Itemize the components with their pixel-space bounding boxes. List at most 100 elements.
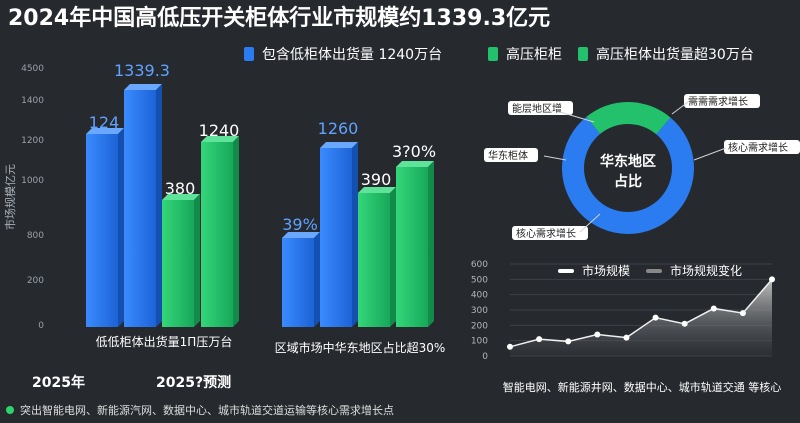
area-line: [509, 278, 773, 348]
donut-annotation: 华东柜体: [488, 149, 528, 162]
line-legend-label-2: 市场规规变化: [670, 264, 743, 278]
bar-top: [358, 187, 396, 193]
legend-swatch-green: [488, 47, 498, 61]
bar-value-label: 1260: [318, 119, 359, 138]
bar: [124, 90, 156, 327]
y-tick-label: 4500: [21, 64, 44, 74]
category-label: 低低柜体出货量1П压万台: [96, 334, 233, 349]
bar-value-label: 124: [89, 113, 120, 132]
bar: [320, 148, 352, 327]
area-y-tick: 300: [471, 306, 488, 316]
bar-top: [86, 128, 124, 134]
leader-line: [579, 213, 601, 233]
bar: [282, 238, 314, 327]
legend-item-3: 高压柜体出货量超30万台: [578, 44, 754, 64]
bar-side: [314, 232, 320, 327]
line-legend-2: 市场规规变化: [646, 262, 742, 279]
y-tick-label: 1000: [21, 176, 44, 186]
area-y-tick: 0: [482, 352, 488, 362]
bar: [396, 167, 428, 327]
leader-line: [671, 101, 689, 115]
area-point: [739, 310, 746, 317]
y-axis-label: 市场规模亿元: [3, 164, 17, 230]
line-legend-swatch-2: [646, 268, 662, 273]
bar-value-label: 380: [165, 179, 196, 198]
area-point: [769, 276, 775, 283]
bar-value-label: 1339.3: [114, 61, 170, 80]
area-y-tick: 600: [471, 260, 488, 270]
area-point: [710, 305, 717, 312]
area-point: [681, 320, 688, 327]
legend-label-2: 高压柜柜: [506, 47, 562, 63]
bar-top: [320, 142, 358, 148]
line-legend-swatch: [558, 268, 574, 273]
area-y-tick: 500: [471, 275, 488, 285]
leader-line: [559, 111, 595, 123]
area-point: [652, 314, 659, 321]
donut-annotation-bg: [508, 101, 573, 115]
line-legend-1: 市场规模: [558, 262, 630, 279]
y-tick-label: 1200: [21, 136, 44, 146]
footer-left: 2025年: [32, 375, 85, 391]
leader-line: [693, 147, 727, 161]
bar-side: [118, 128, 124, 327]
category-label: 区域市场中华东地区占比超30%: [275, 340, 446, 355]
footnote: 突出智能电网、新能源汽网、数据中心、城市轨道交道运输等核心需求增长点: [6, 402, 394, 418]
legend-item-1: 包含低柜体出货量 1240万台: [244, 44, 442, 64]
area-y-tick: 100: [471, 337, 488, 347]
legend-label-1: 包含低柜体出货量 1240万台: [262, 47, 443, 63]
donut-annotation-bg: [724, 140, 800, 154]
legend-swatch-green-2: [578, 47, 588, 61]
bar-value-label: 3?0%: [392, 142, 436, 161]
y-tick-label: 800: [27, 231, 44, 241]
legend-label-3: 高压柜体出货量超30万台: [596, 47, 754, 63]
legend-item-2: 高压柜柜: [488, 44, 562, 64]
bar-value-label: 1240: [199, 121, 240, 140]
line-legend-label-1: 市场规模: [582, 264, 631, 278]
area-y-tick: 200: [471, 321, 488, 331]
area-point: [536, 336, 543, 343]
donut-slice: [562, 116, 694, 234]
donut-annotation-bg: [512, 226, 588, 240]
bar: [201, 142, 233, 327]
donut-annotation: 需需需求增长: [688, 95, 748, 108]
bar: [86, 134, 118, 327]
y-tick-label: 0: [38, 321, 44, 331]
area-y-tick: 400: [471, 291, 488, 301]
bar-top: [282, 232, 320, 238]
bar-side: [194, 194, 200, 327]
area-point: [623, 334, 630, 341]
bar-top: [201, 136, 239, 142]
bar-value-label: 39%: [282, 215, 318, 234]
donut-annotation: 能层地区增: [512, 102, 562, 115]
bar-side: [233, 136, 239, 327]
donut-center-label: 华东地区: [600, 153, 656, 170]
donut-center-label: 占比: [614, 173, 642, 190]
donut-annotation: 核心需求增长: [728, 141, 788, 154]
footnote-dot: [6, 406, 14, 414]
bar-top: [162, 194, 200, 200]
bar-value-label: 390: [361, 170, 392, 189]
bar-side: [156, 84, 162, 327]
bar-top: [396, 161, 434, 167]
footer-right: 2025?预测: [156, 375, 232, 391]
donut-annotation: 核心需求增长: [516, 227, 576, 240]
bar-side: [428, 161, 434, 327]
area-point: [594, 331, 601, 338]
bar: [162, 200, 194, 327]
bar: [358, 193, 390, 327]
area-point: [507, 343, 513, 350]
donut-slice: [586, 101, 671, 135]
bar-top: [124, 84, 162, 90]
legend-swatch-blue: [244, 47, 254, 61]
footnote-text: 突出智能电网、新能源汽网、数据中心、城市轨道交道运输等核心需求增长点: [20, 404, 394, 417]
area-point: [565, 338, 572, 345]
area-x-label: 智能电网、新能源井网、数据中心、城市轨道交通 等核心: [503, 380, 782, 394]
bar-side: [390, 187, 396, 327]
donut-annotation-bg: [684, 94, 760, 108]
y-tick-label: 1400: [21, 96, 44, 106]
chart-title: 2024年中国高低压开关柜体行业市规模约1339.3亿元: [8, 6, 551, 31]
donut-annotation-bg: [484, 148, 538, 162]
area-fill: [510, 279, 772, 356]
